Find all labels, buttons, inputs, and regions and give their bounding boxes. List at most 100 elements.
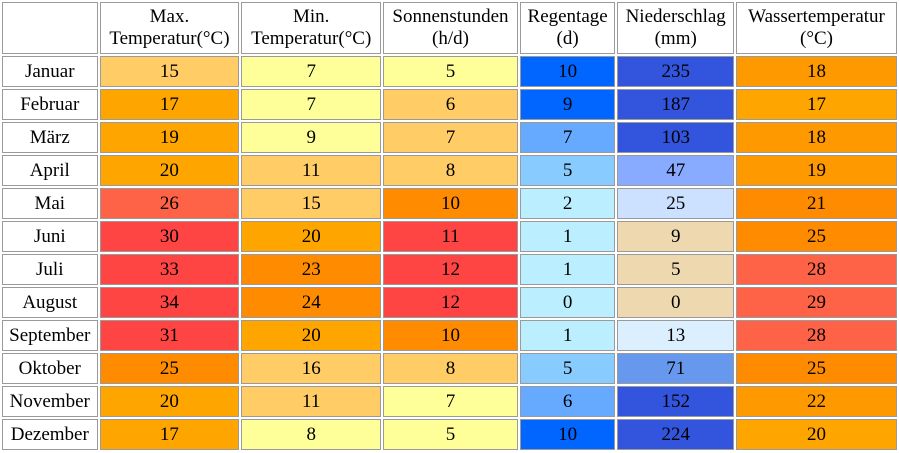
- cell-min: 11: [241, 155, 382, 186]
- header-line: Wassertemperatur: [748, 6, 885, 27]
- month-label: November: [2, 386, 98, 417]
- cell-max: 17: [99, 419, 240, 450]
- cell-min: 15: [241, 188, 382, 219]
- month-label: April: [2, 155, 98, 186]
- cell-min: 11: [241, 386, 382, 417]
- header-line: Niederschlag: [625, 6, 726, 27]
- cell-water: 28: [736, 320, 897, 351]
- cell-rain: 10: [519, 419, 616, 450]
- cell-prec: 152: [617, 386, 735, 417]
- cell-water: 17: [736, 89, 897, 120]
- cell-rain: 5: [519, 155, 616, 186]
- cell-water: 18: [736, 122, 897, 153]
- cell-prec: 71: [617, 353, 735, 384]
- cell-rain: 9: [519, 89, 616, 120]
- header-line: Temperatur(°C): [109, 28, 230, 49]
- header-line: Regentage: [527, 6, 608, 27]
- cell-prec: 9: [617, 221, 735, 252]
- cell-sun: 6: [383, 89, 518, 120]
- cell-water: 28: [736, 254, 897, 285]
- cell-min: 20: [241, 221, 382, 252]
- cell-max: 20: [99, 155, 240, 186]
- cell-sun: 10: [383, 320, 518, 351]
- cell-rain: 1: [519, 254, 616, 285]
- cell-sun: 8: [383, 353, 518, 384]
- corner-cell: [2, 2, 98, 54]
- header-water-temp: Wassertemperatur (°C): [736, 2, 897, 54]
- month-label: Oktober: [2, 353, 98, 384]
- table-row: Dezember 17 8 5 10 224 20: [2, 419, 897, 450]
- cell-max: 33: [99, 254, 240, 285]
- table-row: Juni 30 20 11 1 9 25: [2, 221, 897, 252]
- cell-water: 18: [736, 56, 897, 87]
- table-row: September 31 20 10 1 13 28: [2, 320, 897, 351]
- cell-water: 21: [736, 188, 897, 219]
- header-line: (°C): [800, 28, 833, 49]
- cell-min: 8: [241, 419, 382, 450]
- cell-max: 30: [99, 221, 240, 252]
- cell-max: 25: [99, 353, 240, 384]
- month-label: Juli: [2, 254, 98, 285]
- header-line: (h/d): [432, 28, 469, 49]
- table-body: Januar 15 7 5 10 235 18 Februar 17 7 6 9 187 17 März 19…: [2, 56, 897, 450]
- cell-prec: 25: [617, 188, 735, 219]
- cell-min: 9: [241, 122, 382, 153]
- cell-max: 31: [99, 320, 240, 351]
- table-row: April 20 11 8 5 47 19: [2, 155, 897, 186]
- month-label: Januar: [2, 56, 98, 87]
- cell-min: 7: [241, 56, 382, 87]
- cell-max: 34: [99, 287, 240, 318]
- cell-rain: 1: [519, 320, 616, 351]
- cell-min: 16: [241, 353, 382, 384]
- cell-sun: 5: [383, 419, 518, 450]
- cell-sun: 10: [383, 188, 518, 219]
- header-line: (d): [556, 28, 579, 49]
- header-line: Max.: [149, 6, 190, 27]
- cell-min: 20: [241, 320, 382, 351]
- cell-max: 20: [99, 386, 240, 417]
- cell-sun: 12: [383, 287, 518, 318]
- header-line: Temperatur(°C): [251, 28, 372, 49]
- header-rain-days: Regentage (d): [519, 2, 616, 54]
- header-max-temp: Max. Temperatur(°C): [99, 2, 240, 54]
- cell-max: 26: [99, 188, 240, 219]
- cell-min: 7: [241, 89, 382, 120]
- cell-prec: 187: [617, 89, 735, 120]
- table-row: Januar 15 7 5 10 235 18: [2, 56, 897, 87]
- cell-sun: 12: [383, 254, 518, 285]
- table-row: Juli 33 23 12 1 5 28: [2, 254, 897, 285]
- table-row: März 19 9 7 7 103 18: [2, 122, 897, 153]
- header-line: Min.: [292, 6, 330, 27]
- month-label: Juni: [2, 221, 98, 252]
- cell-water: 29: [736, 287, 897, 318]
- cell-prec: 47: [617, 155, 735, 186]
- cell-water: 25: [736, 221, 897, 252]
- cell-rain: 1: [519, 221, 616, 252]
- cell-prec: 5: [617, 254, 735, 285]
- cell-prec: 224: [617, 419, 735, 450]
- cell-rain: 7: [519, 122, 616, 153]
- cell-max: 17: [99, 89, 240, 120]
- month-label: September: [2, 320, 98, 351]
- cell-sun: 11: [383, 221, 518, 252]
- cell-rain: 0: [519, 287, 616, 318]
- month-label: Mai: [2, 188, 98, 219]
- month-label: März: [2, 122, 98, 153]
- table-row: August 34 24 12 0 0 29: [2, 287, 897, 318]
- cell-prec: 235: [617, 56, 735, 87]
- cell-sun: 8: [383, 155, 518, 186]
- cell-water: 22: [736, 386, 897, 417]
- header-min-temp: Min. Temperatur(°C): [241, 2, 382, 54]
- cell-min: 23: [241, 254, 382, 285]
- cell-rain: 2: [519, 188, 616, 219]
- cell-rain: 5: [519, 353, 616, 384]
- cell-rain: 10: [519, 56, 616, 87]
- cell-water: 25: [736, 353, 897, 384]
- cell-max: 15: [99, 56, 240, 87]
- header-line: (mm): [654, 28, 697, 49]
- cell-prec: 103: [617, 122, 735, 153]
- month-label: Februar: [2, 89, 98, 120]
- cell-sun: 7: [383, 122, 518, 153]
- cell-max: 19: [99, 122, 240, 153]
